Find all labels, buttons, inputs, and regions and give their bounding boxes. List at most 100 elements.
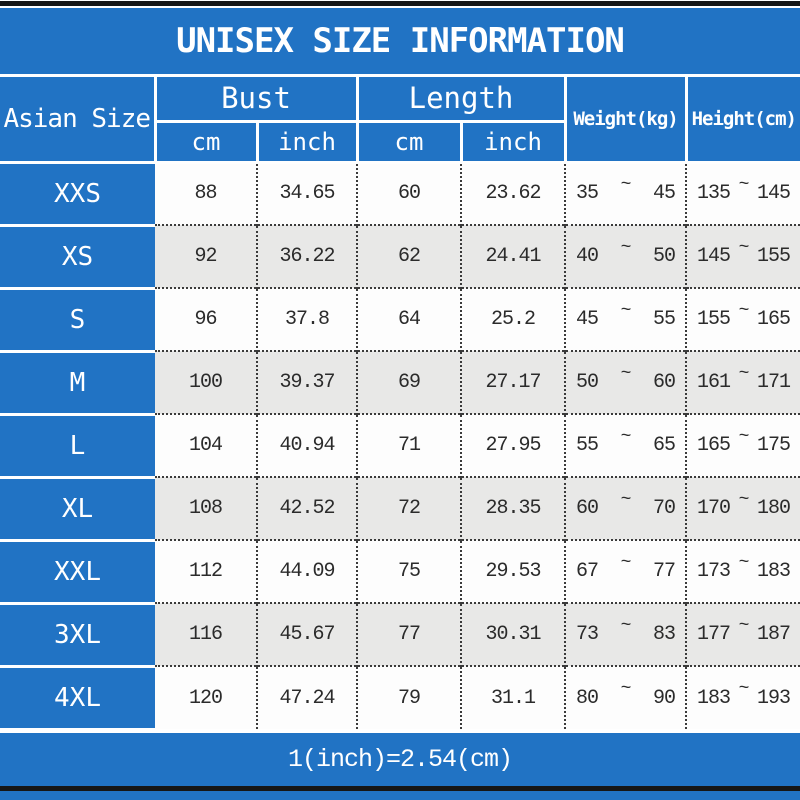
subheader-length-cm: cm — [357, 121, 463, 164]
height-max: 155 — [757, 245, 791, 269]
size-label: XL — [0, 477, 155, 542]
weight-max: 90 — [653, 686, 676, 710]
length-cm-value: 72 — [357, 476, 462, 541]
column-header-weight: Weight(kg) — [565, 77, 688, 164]
tilde-icon: ~ — [738, 489, 750, 510]
weight-min: 50 — [576, 371, 599, 395]
bust-inch-value: 42.52 — [257, 476, 358, 541]
bust-cm-value: 120 — [155, 665, 258, 730]
tilde-icon: ~ — [620, 174, 632, 195]
length-inch-value: 29.53 — [461, 539, 567, 604]
tilde-icon: ~ — [620, 300, 632, 321]
height-min: 177 — [697, 623, 731, 647]
length-cm-value: 79 — [357, 665, 462, 730]
page-title: UNISEX SIZE INFORMATION — [176, 21, 625, 62]
table-row-xs: XS 92 36.22 62 24.41 40 ~ 50 145 ~ 155 — [0, 224, 800, 290]
table-row-xxl: XXL 112 44.09 75 29.53 67 ~ 77 173 ~ 183 — [0, 539, 800, 605]
table-body: XXS 88 34.65 60 23.62 35 ~ 45 135 ~ 145 … — [0, 162, 800, 731]
tilde-icon: ~ — [738, 237, 750, 258]
bust-inch-value: 37.8 — [257, 287, 358, 352]
bust-inch-value: 40.94 — [257, 413, 358, 478]
weight-min: 73 — [576, 623, 599, 647]
size-label: XS — [0, 225, 155, 290]
weight-range: 55 ~ 65 — [565, 413, 688, 478]
height-range: 170 ~ 180 — [686, 476, 800, 541]
weight-range: 60 ~ 70 — [565, 476, 688, 541]
size-table: Asian Size Bust Length Weight(kg) Height… — [0, 77, 800, 731]
length-inch-value: 27.95 — [461, 413, 567, 478]
height-max: 175 — [757, 434, 791, 458]
weight-max: 83 — [653, 623, 676, 647]
length-inch-value: 30.31 — [461, 602, 567, 667]
size-label: 3XL — [0, 603, 155, 668]
size-label: L — [0, 414, 155, 479]
height-min: 173 — [697, 560, 731, 584]
height-min: 183 — [697, 686, 731, 710]
height-range: 135 ~ 145 — [686, 162, 800, 226]
weight-range: 35 ~ 45 — [565, 162, 688, 226]
size-label: M — [0, 351, 155, 416]
tilde-icon: ~ — [620, 552, 632, 573]
bust-inch-value: 39.37 — [257, 350, 358, 415]
height-min: 161 — [697, 371, 731, 395]
length-cm-value: 60 — [357, 162, 462, 226]
bust-inch-value: 47.24 — [257, 665, 358, 730]
bust-cm-value: 92 — [155, 224, 258, 289]
table-row-xxs: XXS 88 34.65 60 23.62 35 ~ 45 135 ~ 145 — [0, 162, 800, 227]
length-inch-value: 28.35 — [461, 476, 567, 541]
size-label: S — [0, 288, 155, 353]
bust-cm-value: 116 — [155, 602, 258, 667]
weight-min: 67 — [576, 560, 599, 584]
weight-min: 35 — [576, 182, 599, 206]
table-row-xl: XL 108 42.52 72 28.35 60 ~ 70 170 ~ 180 — [0, 476, 800, 542]
size-label: XXS — [0, 162, 155, 227]
weight-min: 55 — [576, 434, 599, 458]
height-min: 135 — [697, 182, 731, 206]
weight-range: 45 ~ 55 — [565, 287, 688, 352]
bust-cm-value: 100 — [155, 350, 258, 415]
tilde-icon: ~ — [620, 363, 632, 384]
height-range: 161 ~ 171 — [686, 350, 800, 415]
height-range: 155 ~ 165 — [686, 287, 800, 352]
bust-cm-value: 108 — [155, 476, 258, 541]
tilde-icon: ~ — [738, 363, 750, 384]
column-header-length: Length — [357, 77, 567, 123]
tilde-icon: ~ — [738, 426, 750, 447]
column-header-height: Height(cm) — [686, 77, 800, 164]
tilde-icon: ~ — [620, 615, 632, 636]
height-max: 180 — [757, 497, 791, 521]
length-cm-value: 64 — [357, 287, 462, 352]
tilde-icon: ~ — [620, 679, 632, 700]
height-min: 145 — [697, 245, 731, 269]
column-header-bust: Bust — [155, 77, 359, 123]
length-cm-value: 77 — [357, 602, 462, 667]
weight-min: 60 — [576, 497, 599, 521]
weight-max: 70 — [653, 497, 676, 521]
tilde-icon: ~ — [738, 552, 750, 573]
table-row-s: S 96 37.8 64 25.2 45 ~ 55 155 ~ 165 — [0, 287, 800, 353]
weight-max: 65 — [653, 434, 676, 458]
bust-inch-value: 44.09 — [257, 539, 358, 604]
weight-range: 80 ~ 90 — [565, 665, 688, 730]
table-header: Asian Size Bust Length Weight(kg) Height… — [0, 77, 800, 164]
height-max: 193 — [757, 686, 791, 710]
size-label: 4XL — [0, 666, 155, 731]
bust-cm-value: 88 — [155, 162, 258, 226]
weight-max: 60 — [653, 371, 676, 395]
height-range: 173 ~ 183 — [686, 539, 800, 604]
weight-min: 45 — [576, 308, 599, 332]
weight-min: 40 — [576, 245, 599, 269]
length-cm-value: 71 — [357, 413, 462, 478]
size-label: XXL — [0, 540, 155, 605]
length-cm-value: 75 — [357, 539, 462, 604]
height-min: 155 — [697, 308, 731, 332]
bust-cm-value: 112 — [155, 539, 258, 604]
table-row-l: L 104 40.94 71 27.95 55 ~ 65 165 ~ 175 — [0, 413, 800, 479]
column-header-asian-size: Asian Size — [0, 77, 157, 164]
height-range: 165 ~ 175 — [686, 413, 800, 478]
tilde-icon: ~ — [620, 237, 632, 258]
weight-max: 55 — [653, 308, 676, 332]
height-max: 183 — [757, 560, 791, 584]
header-unit-row: cm inch cm inch — [0, 121, 800, 164]
height-range: 145 ~ 155 — [686, 224, 800, 289]
